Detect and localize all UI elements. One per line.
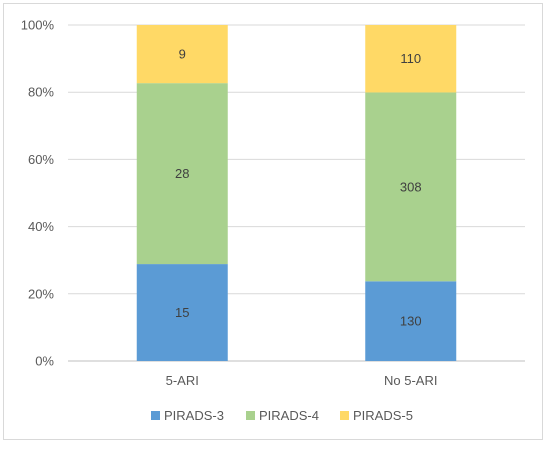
- y-tick-label: 0%: [35, 354, 54, 369]
- legend-swatch: [151, 411, 160, 420]
- data-labels: 15 28 9 130 308 110: [175, 47, 422, 329]
- x-tick-label: 5-ARI: [166, 373, 199, 388]
- legend: PIRADS-3 PIRADS-4 PIRADS-5: [151, 408, 413, 423]
- y-tick-label: 40%: [28, 219, 54, 234]
- x-tick-label: No 5-ARI: [384, 373, 437, 388]
- y-tick-label: 80%: [28, 85, 54, 100]
- bar-segment: [136, 83, 228, 265]
- gridlines: [68, 24, 525, 362]
- bar-segment: [365, 281, 457, 361]
- y-tick-label: 100%: [21, 18, 55, 33]
- bar-segment: [136, 25, 228, 84]
- legend-swatch: [246, 411, 255, 420]
- y-tick-label: 20%: [28, 286, 54, 301]
- legend-label: PIRADS-3: [164, 408, 224, 423]
- data-label: 9: [179, 47, 186, 62]
- x-axis: 5-ARI No 5-ARI: [166, 373, 438, 388]
- bar-segment: [136, 264, 228, 361]
- legend-label: PIRADS-5: [353, 408, 413, 423]
- legend-swatch: [340, 411, 349, 420]
- data-label: 130: [400, 314, 422, 329]
- data-label: 15: [175, 305, 189, 320]
- data-label: 308: [400, 179, 422, 194]
- bars: [136, 25, 457, 361]
- bar-segment: [365, 25, 457, 93]
- y-axis: 0% 20% 40% 60% 80% 100%: [21, 18, 55, 369]
- legend-label: PIRADS-4: [259, 408, 319, 423]
- data-label: 28: [175, 166, 189, 181]
- bar-segment: [365, 92, 457, 282]
- y-tick-label: 60%: [28, 152, 54, 167]
- data-label: 110: [400, 51, 421, 66]
